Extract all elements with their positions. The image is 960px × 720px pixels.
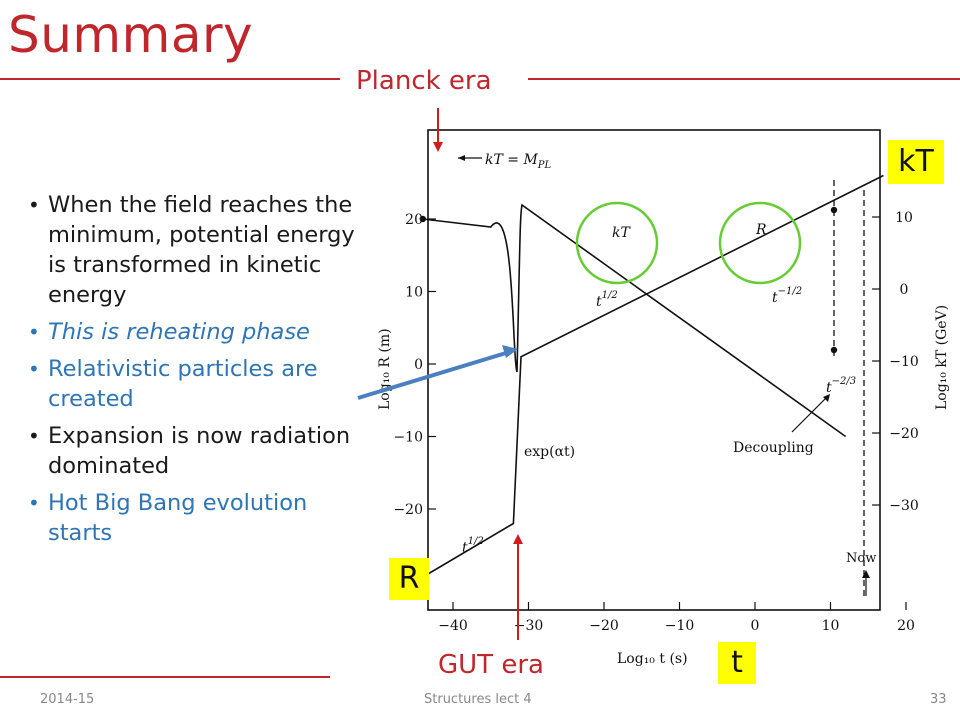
exp-alpha-t-label: exp(αt) [524,444,575,460]
arrowhead-icon [862,570,870,578]
R-curve-label: R [755,222,767,238]
bullet-item: • When the field reaches the minimum, pot… [28,190,358,310]
bullet-text: Expansion is now radiation dominated [48,423,351,479]
R-highlight-circle [718,201,802,285]
plot-frame [427,129,881,611]
x-tick-label: −10 [665,618,695,634]
arrowhead-icon [433,142,443,152]
title-rule-right [528,78,960,80]
t-badge: t [718,642,756,684]
y-left-axis-label: Log₁₀ R (m) [377,328,393,410]
gut-era-label: GUT era [438,650,544,680]
bullet-dot-icon: • [28,491,40,515]
now-label: Now [846,551,876,566]
bullet-dot-icon: • [28,357,40,381]
y-right-tick-label: −30 [889,498,919,514]
bullet-item: • This is reheating phase [28,317,358,347]
arrowhead-icon [823,394,830,402]
x-tick-label: 20 [897,618,915,634]
bullet-item: • Expansion is now radiation dominated [28,421,358,481]
y-left-tick-label: 10 [405,285,423,301]
bullet-text: Relativistic particles are created [48,356,318,412]
axis-ticks: −40 −30 −20 −10 0 10 20 20 10 0 −10 −20 10 0 −10 −20 −30 [393,210,918,634]
y-left-tick-label: −20 [393,502,423,518]
series-marker [419,215,426,223]
footer-page-number: 33 [930,692,947,707]
bullet-item: • Relativistic particles are created [28,354,358,414]
bullet-text: This is reheating phase [48,319,310,345]
kT-curve-label: kT [612,225,631,241]
x-tick-label: 0 [751,618,760,634]
kT-eq-label: kT = MPL [485,152,552,171]
bullet-text: When the field reaches the minimum, pote… [48,192,355,308]
R-series-line [414,174,884,583]
bullet-dot-icon: • [28,320,40,344]
bullet-text: Hot Big Bang evolution starts [48,490,308,546]
y-left-tick-label: 0 [414,357,423,373]
arrowhead-icon [502,345,518,358]
y-right-tick-label: 0 [900,282,909,298]
arrowhead-icon [458,155,465,161]
t-half-early-label: t1/2 [462,536,484,556]
bullet-dot-icon: • [28,193,40,217]
x-tick-label: −40 [438,618,468,634]
decoupling-arrow [791,395,829,433]
t-minus-half-label: t−1/2 [772,286,802,306]
title-rule-left [0,78,340,80]
y-right-tick-label: 10 [895,210,913,226]
bullet-list: • When the field reaches the minimum, pot… [28,190,358,555]
x-tick-label: 10 [822,618,840,634]
bullet-dot-icon: • [28,424,40,448]
x-tick-label: −30 [514,618,544,634]
y-left-tick-label: −10 [393,430,423,446]
decoupling-label: Decoupling [733,440,814,456]
x-axis-label: Log₁₀ t (s) [617,651,688,667]
kT-series-line [422,203,847,438]
footer-date: 2014-15 [40,692,95,707]
y-left-tick-label: 20 [405,212,423,228]
page-title: Summary [8,6,254,64]
R-badge: R [389,558,429,600]
planck-era-label: Planck era [356,66,492,96]
y-right-tick-label: −20 [889,426,919,442]
chart-curves [414,174,884,583]
arrowhead-icon [513,534,523,544]
footer-lecture: Structures lect 4 [424,692,532,707]
t-half-label: t1/2 [596,290,618,310]
reheating-pointer-arrow [357,351,507,400]
y-right-tick-label: −10 [889,354,919,370]
x-tick-label: −20 [589,618,619,634]
y-right-axis-label: Log₁₀ kT (GeV) [934,305,950,410]
kT-badge: kT [888,140,944,184]
kT-highlight-circle [575,201,659,285]
t-minus-twothird-label: t−2/3 [826,376,856,396]
footer-rule [0,676,330,678]
bullet-item: • Hot Big Bang evolution starts [28,488,358,548]
